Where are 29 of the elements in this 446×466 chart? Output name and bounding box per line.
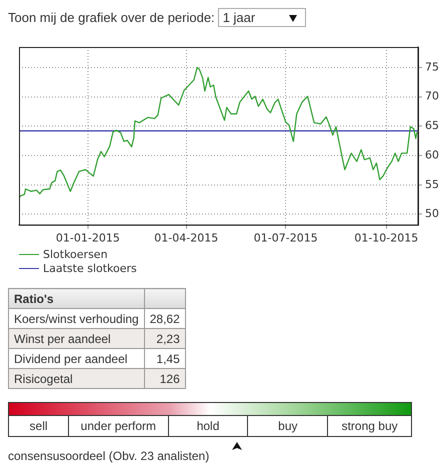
text: consensusoordeel (Obv. 23 analisten)	[8, 449, 210, 463]
x-tick-label: 01-07-2015	[254, 231, 318, 244]
text: 126	[160, 372, 180, 386]
x-tick-label: 01-01-2015	[56, 231, 120, 244]
category-label: Koers/winst verhouding	[8, 308, 144, 328]
x-tick-label: 01-10-2015	[354, 231, 418, 244]
legend-label: Laatste slotkoers	[43, 262, 137, 275]
category-label: hold	[168, 416, 248, 436]
text: 28,62	[150, 312, 180, 326]
text: Ratio's	[8, 288, 144, 308]
dropdown-field: 1 jaar	[218, 8, 306, 27]
category-label: under perform	[68, 416, 168, 436]
category-label: Dividend per aandeel	[8, 348, 144, 368]
text: Toon mij de grafiek over de periode:	[8, 10, 215, 25]
category-label: Risicogetal	[8, 368, 144, 388]
text: 1,45	[156, 352, 180, 366]
y-tick-label: 50	[425, 207, 440, 220]
y-tick-label: 70	[425, 90, 440, 103]
category-label: buy	[247, 416, 328, 436]
y-tick-label: 75	[425, 60, 440, 74]
legend-label: Slotkoersen	[43, 248, 108, 261]
category-label: Winst per aandeel	[8, 328, 144, 348]
y-tick-label: 60	[425, 148, 440, 162]
category-label: sell	[28, 418, 49, 435]
text: 2,23	[156, 332, 180, 346]
category-label: strong buy	[327, 416, 411, 436]
x-tick-label: 01-04-2015	[154, 231, 218, 244]
y-tick-label: 65	[425, 119, 440, 132]
y-tick-label: 55	[425, 178, 440, 191]
